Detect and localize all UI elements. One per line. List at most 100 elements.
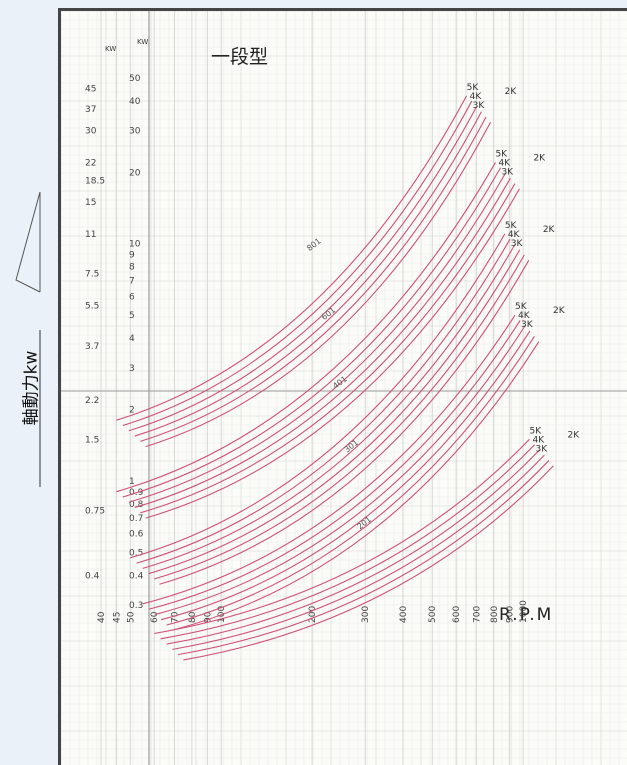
curve-401-2 — [136, 238, 511, 564]
x-tick: 700 — [472, 606, 482, 623]
x-tick: 300 — [361, 606, 371, 623]
y-tick-inner: 2 — [129, 406, 135, 416]
curve-401-5 — [154, 254, 525, 580]
k-label-401-5K: 5K — [505, 221, 518, 231]
k-label-601-4K: 4K — [498, 158, 511, 168]
curve-601-4 — [134, 178, 511, 509]
y-tick-outer: 15 — [85, 198, 96, 208]
curve-801-3 — [128, 106, 478, 432]
y-tick-inner: 7 — [129, 276, 135, 286]
chart-frame: 一段型 R.P.M KW KW 50 40 30 20 10 9 8 7 6 5 4 3 2 1 0.9 0.8 0.7… — [58, 8, 627, 765]
curve-301-6 — [171, 341, 540, 631]
x-tick: 1000 — [519, 600, 529, 623]
curve-801-6 — [145, 121, 491, 448]
x-tick: 45 — [112, 612, 122, 623]
x-tick: 600 — [452, 606, 462, 623]
curve-601-6 — [145, 188, 520, 519]
curve-201-1 — [154, 438, 530, 635]
y-tick-outer: 5.5 — [85, 301, 99, 311]
y-axis-title: 軸動力kw — [21, 350, 42, 426]
y-tick-outer: 2.2 — [85, 396, 99, 406]
y-tick-inner: 40 — [129, 97, 141, 107]
chart-canvas: 一段型R.P.MKWKW50403020109876543210.90.80.7… — [61, 11, 627, 765]
y-tick-inner: 0.3 — [129, 601, 143, 611]
y-tick-inner: 3 — [129, 364, 135, 374]
curve-401-1 — [130, 233, 506, 559]
x-axis-title: R.P.M — [499, 605, 553, 625]
y-tick-inner: 0.8 — [129, 500, 144, 510]
k-label-801-2K: 2K — [505, 87, 518, 97]
y-tick-outer: 0.4 — [85, 572, 100, 582]
outer-unit-label: KW — [105, 45, 116, 53]
k-label-401-2K: 2K — [543, 225, 556, 235]
x-tick: 200 — [308, 606, 318, 623]
y-tick-inner: 4 — [129, 334, 135, 344]
x-tick: 70 — [170, 611, 180, 623]
side-axis-label-panel: 軸動力kw — [0, 0, 58, 762]
x-tick: 40 — [97, 611, 107, 623]
curve-301-3 — [155, 325, 526, 615]
y-tick-outer: 30 — [85, 126, 97, 136]
y-tick-inner: 0.6 — [129, 530, 144, 540]
y-tick-inner: 6 — [129, 292, 135, 302]
curve-group-label-801: 801 — [305, 236, 323, 253]
k-label-801-4K: 4K — [470, 92, 483, 102]
y-tick-outer: 18.5 — [85, 176, 105, 186]
curve-201-5 — [177, 460, 550, 656]
curve-401-3 — [142, 244, 516, 569]
y-tick-outer: 3.7 — [85, 342, 99, 352]
k-label-401-4K: 4K — [508, 230, 521, 240]
k-label-601-3K: 3K — [501, 167, 514, 177]
y-tick-outer: 0.75 — [85, 507, 105, 517]
y-tick-inner: 5 — [129, 311, 135, 321]
curve-201-3 — [166, 449, 540, 645]
x-tick: 900 — [505, 606, 515, 623]
chart-title: 一段型 — [211, 46, 268, 68]
y-tick-outer: 45 — [85, 85, 96, 95]
x-tick: 800 — [490, 606, 500, 623]
curve-801-1 — [116, 95, 468, 421]
y-tick-inner: 9 — [129, 251, 135, 261]
inner-unit-label: KW — [137, 38, 148, 46]
x-tick: 90 — [203, 611, 213, 623]
y-tick-inner: 8 — [129, 263, 135, 273]
k-label-601-2K: 2K — [533, 153, 546, 163]
k-label-201-5K: 5K — [529, 426, 542, 436]
y-tick-inner: 0.5 — [129, 549, 143, 559]
x-tick: 50 — [126, 611, 136, 623]
y-tick-outer: 11 — [85, 230, 96, 240]
curve-301-5 — [166, 336, 535, 626]
k-label-401-3K: 3K — [511, 239, 524, 249]
curve-801-4 — [134, 111, 482, 437]
y-tick-inner: 1 — [129, 477, 135, 487]
curve-801-2 — [122, 100, 473, 427]
y-tick-inner: 0.7 — [129, 514, 143, 524]
curve-601-2 — [122, 167, 502, 498]
curve-201-6 — [183, 465, 554, 661]
curve-201-4 — [172, 454, 545, 650]
k-label-301-4K: 4K — [518, 311, 531, 321]
x-tick: 60 — [150, 611, 160, 623]
curve-401-6 — [159, 260, 530, 585]
curve-601-3 — [128, 172, 507, 503]
k-label-801-3K: 3K — [473, 101, 486, 111]
curve-401-4 — [148, 249, 521, 575]
y-tick-outer: 22 — [85, 158, 96, 168]
y-tick-inner: 30 — [129, 126, 141, 136]
curve-801-5 — [140, 116, 487, 442]
curve-301-4 — [160, 330, 531, 621]
k-label-301-5K: 5K — [515, 302, 528, 312]
y-tick-inner: 0.4 — [129, 572, 144, 582]
side-bracket — [15, 191, 41, 487]
k-label-301-3K: 3K — [521, 320, 534, 330]
k-label-301-2K: 2K — [553, 306, 566, 316]
curve-601-1 — [116, 162, 496, 493]
y-tick-inner: 10 — [129, 240, 141, 250]
x-tick: 500 — [428, 606, 438, 623]
y-tick-outer: 37 — [85, 105, 96, 115]
k-label-601-5K: 5K — [495, 149, 508, 159]
y-tick-outer: 7.5 — [85, 269, 99, 279]
y-tick-inner: 20 — [129, 168, 141, 178]
x-tick: 400 — [399, 606, 409, 623]
curve-301-1 — [142, 314, 516, 605]
